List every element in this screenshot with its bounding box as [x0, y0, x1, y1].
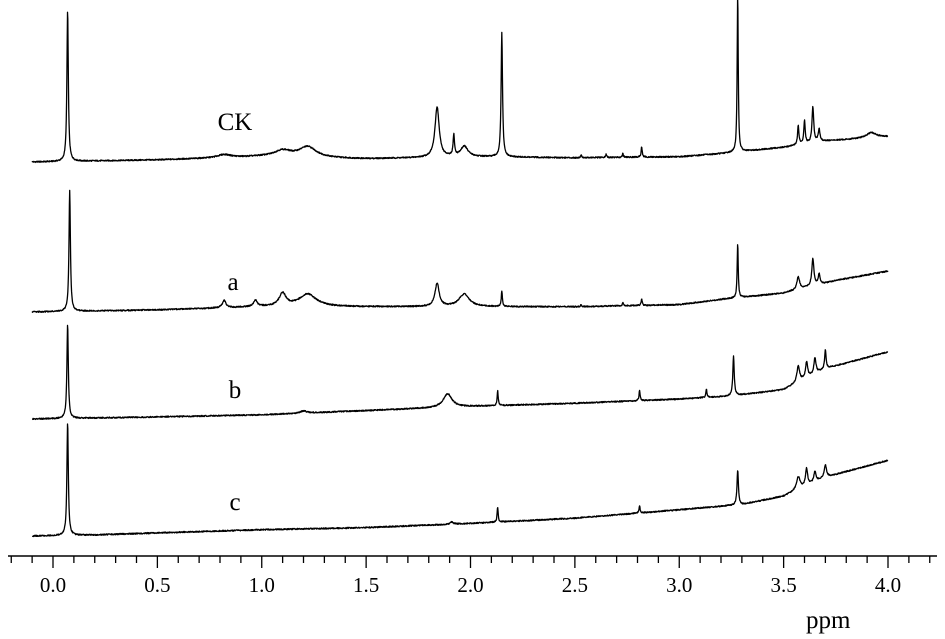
spectrum-line-a	[31, 189, 889, 313]
x-tick-label: 2.0	[457, 573, 483, 597]
x-tick-label: 0.5	[144, 573, 170, 597]
spectrum-line-c	[31, 423, 889, 538]
x-tick-label: 3.0	[666, 573, 692, 597]
spectrum-line-b	[31, 324, 889, 421]
series-label-b: b	[229, 377, 242, 404]
series-label-ck: CK	[218, 109, 253, 136]
series-label-c: c	[229, 489, 240, 516]
x-tick-label: 4.0	[875, 573, 901, 597]
x-tick-label: 1.0	[249, 573, 275, 597]
x-tick-label: 1.5	[353, 573, 379, 597]
spectra-layer	[31, 0, 889, 538]
x-tick-label: 3.5	[771, 573, 797, 597]
x-axis-label: ppm	[806, 607, 851, 634]
x-tick-label: 0.0	[40, 573, 66, 597]
series-labels: CK a b c	[218, 109, 253, 516]
x-axis-ticks: 0.0 0.5 1.0 1.5 2.0 2.5 3.0 3.5 4.0	[10, 556, 931, 597]
series-label-a: a	[227, 269, 238, 296]
x-tick-label: 2.5	[562, 573, 588, 597]
spectrum-line-ck	[31, 0, 889, 164]
